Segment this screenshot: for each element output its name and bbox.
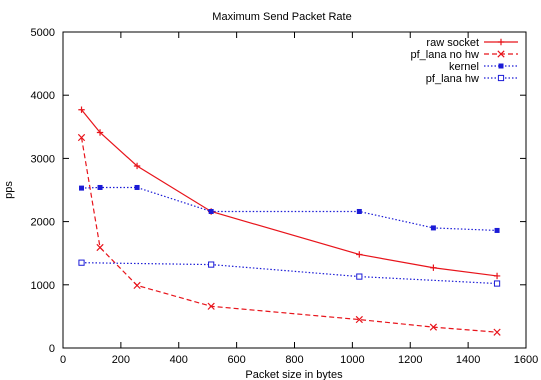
- pf-lana-no-hw-point: [77, 133, 86, 142]
- series-raw-socket: [78, 106, 501, 280]
- pf-lana-no-hw-point: [96, 243, 104, 252]
- kernel-point: [97, 184, 103, 190]
- y-tick-label: 0: [49, 343, 55, 355]
- kernel-point: [208, 208, 214, 214]
- x-tick-label: 1200: [398, 354, 422, 366]
- pf-lana-hw-point: [493, 280, 501, 287]
- x-tick-label: 200: [112, 354, 130, 366]
- x-tick-label: 1400: [456, 354, 480, 366]
- pf-lana-no-hw-point: [207, 302, 215, 310]
- pf-lana-hw-point: [78, 259, 85, 266]
- y-tick-label: 1000: [31, 280, 55, 292]
- pf-lana-hw-point: [356, 273, 363, 280]
- x-tick-label: 400: [170, 354, 188, 366]
- x-tick-label: 1000: [340, 354, 364, 366]
- pf-lana-hw-point: [208, 261, 215, 268]
- pf-lana-no-hw-point: [133, 281, 141, 290]
- y-tick-label: 5000: [31, 27, 55, 39]
- y-tick-label: 3000: [31, 153, 55, 165]
- series-line-pf-lana-no-hw: [80, 137, 498, 333]
- pf-lana-no-hw-point: [493, 328, 501, 336]
- kernel-point: [494, 227, 500, 233]
- axis-ticks: 0 200 400 600 800 1000 1200 1400 1600 0 1000 2000 30…: [31, 27, 539, 366]
- raw-socket-point: [493, 272, 501, 280]
- x-axis-label: Packet size in bytes: [245, 369, 343, 380]
- pf-lana-no-hw-point: [429, 323, 438, 331]
- legend-label-pf-lana-no-hw: pf_lana no hw: [411, 49, 480, 61]
- legend-label-pf-lana-hw: pf_lana hw: [426, 73, 479, 85]
- series-pf-lana-no-hw: [77, 133, 501, 336]
- y-axis-label: pps: [3, 181, 15, 199]
- series-layer: [77, 106, 501, 336]
- legend-pf-lana-no-hw-point: [497, 50, 505, 58]
- kernel-point: [356, 208, 362, 214]
- raw-socket-point: [356, 251, 363, 258]
- kernel-point: [79, 185, 85, 191]
- kernel-point: [430, 225, 436, 231]
- legend-raw-socket-point: [497, 38, 505, 46]
- series-line-raw-socket: [81, 109, 498, 277]
- series-line-kernel: [81, 186, 498, 232]
- pf-lana-no-hw-point: [355, 315, 363, 324]
- series-pf-lana-hw: [78, 259, 501, 287]
- x-tick-label: 800: [285, 354, 303, 366]
- raw-socket-point: [78, 106, 85, 113]
- chart-title: Maximum Send Packet Rate: [212, 11, 351, 23]
- legend-kernel-point: [498, 63, 504, 69]
- legend-label-raw-socket: raw socket: [426, 37, 479, 49]
- kernel-point: [134, 184, 140, 190]
- x-tick-label: 0: [60, 354, 66, 366]
- x-tick-label: 600: [227, 354, 245, 366]
- y-tick-label: 2000: [31, 217, 55, 229]
- series-kernel: [79, 184, 500, 233]
- series-line-pf-lana-hw: [81, 262, 498, 285]
- x-tick-label: 1600: [514, 354, 538, 366]
- raw-socket-point: [430, 264, 437, 271]
- y-tick-label: 4000: [31, 90, 55, 102]
- raw-socket-point: [96, 129, 104, 136]
- legend-label-kernel: kernel: [449, 61, 479, 73]
- raw-socket-point: [133, 162, 141, 170]
- legend-pf-lana-hw-point: [497, 74, 505, 82]
